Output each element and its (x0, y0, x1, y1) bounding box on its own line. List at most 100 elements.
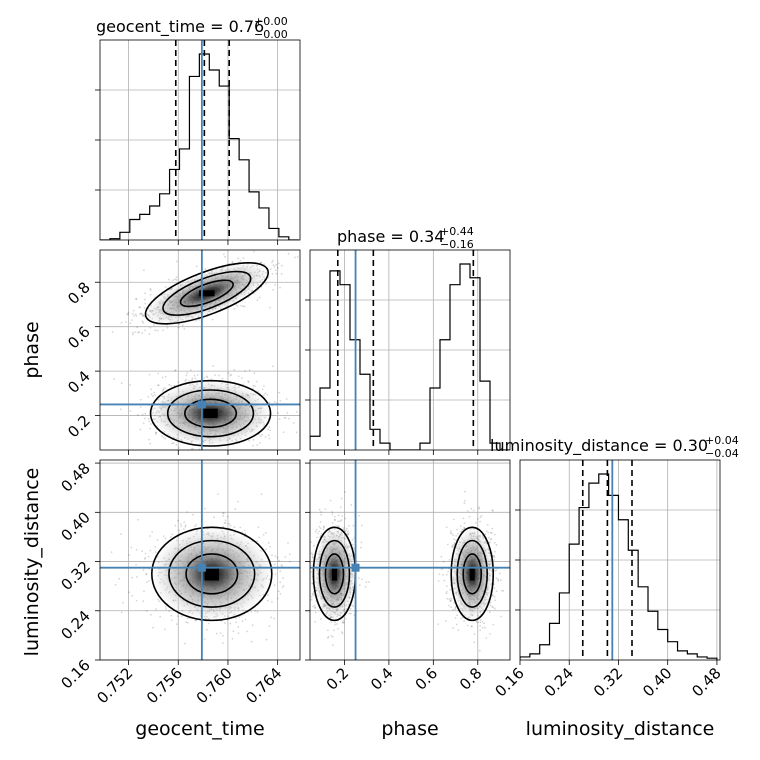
sample-point (155, 431, 157, 434)
sample-point (327, 637, 329, 639)
sample-point (268, 437, 271, 440)
sample-point (252, 438, 255, 441)
sample-point (149, 442, 152, 445)
sample-point (343, 527, 345, 529)
sample-point (485, 637, 488, 639)
sample-point (286, 412, 289, 414)
sample-point (348, 612, 351, 615)
panel-frame (99, 459, 301, 661)
tick-label-y-luminosity_distance: 0.16 (57, 656, 93, 692)
sample-point (318, 525, 321, 528)
tick-label-x-geocent_time: 0.760 (193, 664, 236, 707)
contour-level-1 (166, 389, 255, 438)
sample-point (196, 451, 198, 453)
sample-point (314, 621, 317, 623)
sample-point (344, 517, 347, 520)
sample-point (141, 413, 144, 416)
sample-point (331, 522, 334, 524)
sample-point (127, 311, 130, 314)
sample-point (217, 452, 219, 454)
sample-point (184, 524, 187, 526)
panel-phase-vs-phase (305, 249, 511, 455)
sample-point (232, 630, 235, 633)
sample-point (313, 544, 315, 547)
sample-point (267, 542, 270, 544)
sample-point (120, 611, 123, 614)
sample-point (455, 623, 458, 626)
sample-point (279, 400, 282, 402)
sample-point (288, 417, 290, 420)
sample-point (278, 391, 281, 394)
sample-point (234, 508, 237, 511)
sample-point (285, 398, 288, 400)
sample-point (273, 563, 276, 566)
sample-point (247, 380, 250, 383)
sample-point (182, 451, 184, 453)
sample-point (287, 542, 289, 544)
sample-point (161, 435, 163, 437)
sample-point (275, 263, 278, 266)
sample-point (345, 527, 348, 530)
contour-level-2 (184, 398, 238, 429)
sample-point (449, 531, 452, 534)
sample-point (332, 644, 334, 647)
sample-point (272, 264, 275, 267)
sample-point (186, 621, 189, 624)
sample-point (277, 590, 280, 592)
sample-point (289, 560, 291, 563)
sample-point (218, 374, 220, 377)
sample-point (156, 539, 159, 541)
sample-point (489, 604, 492, 607)
sample-point (135, 548, 138, 551)
sample-point (491, 527, 494, 530)
sample-point (352, 524, 355, 527)
contour-level-2 (179, 279, 234, 308)
sample-point (217, 493, 219, 495)
sample-point (253, 372, 256, 374)
sample-point (155, 608, 158, 611)
sample-point (312, 592, 314, 595)
sample-point (283, 417, 286, 419)
sample-point (172, 442, 175, 445)
sample-point (175, 444, 178, 446)
sample-point (259, 442, 261, 444)
sample-point (129, 322, 132, 324)
sample-point (480, 514, 483, 517)
sample-point (294, 256, 296, 259)
sample-point (195, 523, 198, 526)
tick-label-y-luminosity_distance: 0.48 (57, 459, 93, 495)
sample-point (318, 508, 321, 511)
sample-point (320, 624, 322, 626)
sample-point (454, 608, 457, 611)
sample-point (143, 558, 146, 560)
sample-point (229, 452, 231, 454)
sample-point (171, 533, 174, 536)
sample-point (264, 532, 267, 534)
sample-point (224, 255, 227, 258)
sample-point (312, 605, 314, 608)
sample-point (139, 313, 141, 316)
sample-point (159, 615, 162, 618)
sample-point (138, 331, 141, 333)
sample-point (140, 312, 142, 315)
sample-point (265, 282, 267, 285)
sample-point (184, 380, 187, 382)
sample-point (350, 612, 352, 615)
sample-point (457, 532, 459, 535)
sample-point (229, 524, 232, 527)
sample-point (185, 378, 188, 381)
sample-point (279, 286, 281, 289)
sample-point (440, 555, 443, 558)
sample-point (261, 433, 263, 436)
sample-point (135, 315, 138, 317)
sample-point (206, 376, 209, 379)
sample-point (229, 622, 232, 625)
sample-point (162, 436, 165, 439)
sample-point (322, 528, 325, 531)
sample-point (144, 552, 147, 555)
sample-point (260, 493, 263, 496)
sample-point (351, 543, 354, 546)
sample-point (349, 607, 352, 610)
sample-point (438, 573, 441, 575)
sample-point (126, 313, 128, 316)
